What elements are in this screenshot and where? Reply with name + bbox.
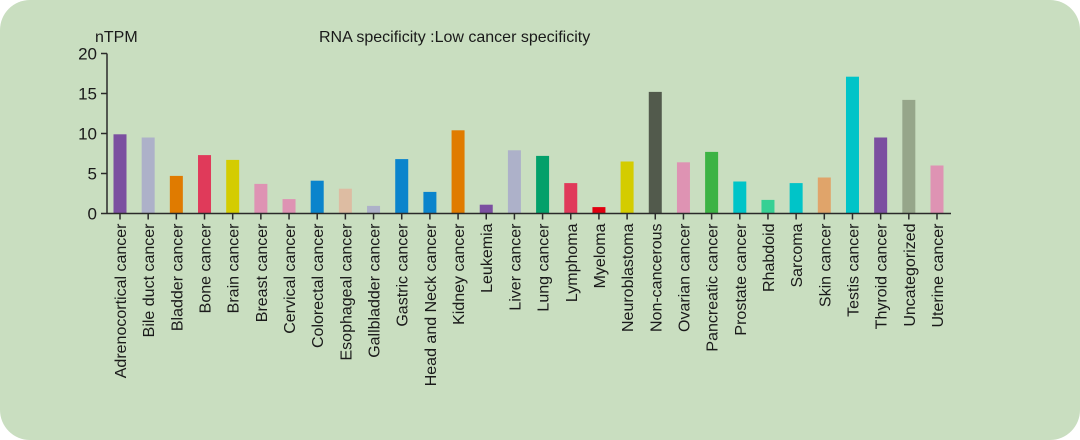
x-tick-label: Liver cancer	[507, 223, 524, 311]
x-tick-label: Neuroblastoma	[620, 223, 637, 332]
bars	[113, 76, 944, 214]
bar	[169, 175, 183, 214]
bar	[620, 161, 634, 214]
bar	[507, 150, 521, 214]
x-tick-label: Head and Neck cancer	[423, 223, 440, 386]
x-tick-label: Myeloma	[592, 223, 609, 288]
bar	[761, 199, 775, 214]
x-tick-label: Colorectal cancer	[310, 223, 327, 348]
bar	[648, 91, 662, 214]
bar	[310, 180, 324, 214]
x-tick-label: Uncategorized	[902, 224, 919, 327]
x-tick-label: Uterine cancer	[930, 223, 947, 328]
x-tick-label: Lung cancer	[536, 223, 553, 312]
bar	[451, 130, 465, 214]
bar	[536, 155, 550, 214]
bar	[676, 162, 690, 214]
bar	[282, 199, 296, 214]
x-tick-label: Gallbladder cancer	[367, 223, 384, 358]
x-tick-label: Prostate cancer	[733, 223, 750, 336]
y-tick-label: 15	[78, 85, 97, 104]
x-tick-label: Pancreatic cancer	[705, 223, 722, 352]
bar	[226, 159, 240, 214]
bar	[733, 181, 747, 214]
x-tick-label: Bile duct cancer	[141, 223, 158, 338]
bar	[198, 155, 212, 214]
bar	[141, 137, 155, 214]
x-tick-label: Non-cancerous	[648, 224, 665, 333]
bar	[564, 183, 578, 214]
x-tick-label: Bone cancer	[198, 223, 215, 314]
x-tick-label: Gastric cancer	[395, 223, 412, 327]
x-tick-label: Lymphoma	[564, 223, 581, 302]
x-tick-label: Ovarian cancer	[676, 223, 693, 332]
x-tick-label: Skin cancer	[817, 223, 834, 307]
x-tick-label: Thyroid cancer	[874, 223, 891, 329]
bar	[930, 165, 944, 214]
x-tick-label: Bladder cancer	[169, 223, 186, 331]
x-tick-label: Esophageal cancer	[338, 223, 355, 361]
bar	[817, 177, 831, 214]
x-tick-label: Sarcoma	[789, 223, 806, 287]
y-tick-label: 5	[88, 165, 97, 184]
bar	[789, 183, 803, 214]
y-axis: 0 5 10 15 20	[78, 45, 108, 224]
x-tick-label: Kidney cancer	[451, 223, 468, 325]
bar	[367, 205, 381, 214]
x-tick-label: Cervical cancer	[282, 223, 299, 334]
x-tick-label: Breast cancer	[254, 223, 271, 322]
bar	[705, 151, 719, 214]
bar	[479, 204, 493, 214]
bar	[592, 207, 606, 214]
y-axis-label: nTPM	[95, 29, 138, 46]
bar	[902, 99, 916, 214]
x-tick-label: Adrenocortical cancer	[113, 223, 130, 378]
bar	[113, 134, 127, 214]
x-axis: Adrenocortical cancer Bile duct cancer Bla…	[107, 212, 951, 386]
bar	[845, 76, 859, 214]
bar	[338, 188, 352, 214]
y-tick-label: 0	[88, 205, 97, 224]
bar	[395, 159, 409, 214]
x-tick-label: Testis cancer	[845, 223, 862, 317]
x-tick-label: Leukemia	[479, 223, 496, 292]
y-tick-label: 10	[78, 125, 97, 144]
bar	[874, 137, 888, 214]
y-tick-label: 20	[78, 45, 97, 64]
bar	[254, 183, 268, 214]
chart-title: RNA specificity :Low cancer specificity	[319, 29, 590, 46]
x-tick-label: Rhabdoid	[761, 224, 778, 293]
x-tick-label: Brain cancer	[226, 223, 243, 313]
bar	[423, 191, 437, 214]
